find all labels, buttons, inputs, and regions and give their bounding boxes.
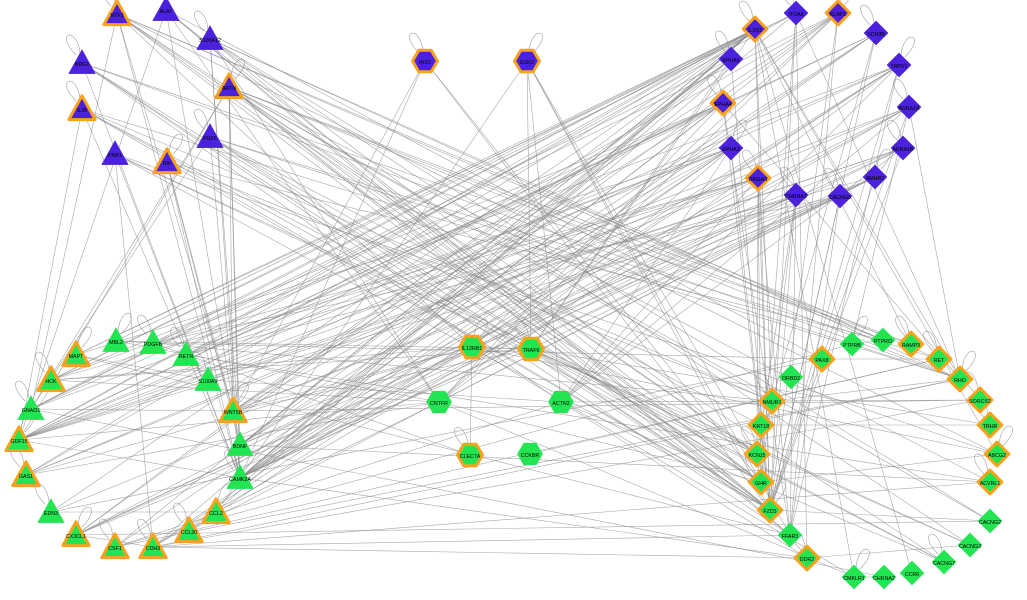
svg-text:MAPT: MAPT xyxy=(69,354,84,360)
svg-text:PNB1: PNB1 xyxy=(108,153,122,159)
svg-text:CHRNA2: CHRNA2 xyxy=(873,576,895,582)
svg-text:NTF3: NTF3 xyxy=(110,13,123,19)
svg-text:NMUR1: NMUR1 xyxy=(763,400,782,406)
svg-text:EPHA4: EPHA4 xyxy=(714,102,731,108)
svg-text:FGF5: FGF5 xyxy=(203,136,217,142)
svg-text:DDR2: DDR2 xyxy=(800,557,814,563)
svg-text:EPHA5: EPHA5 xyxy=(722,58,739,64)
svg-text:CDH3: CDH3 xyxy=(146,546,160,552)
svg-text:ARTN: ARTN xyxy=(222,86,236,92)
svg-text:CCL20: CCL20 xyxy=(181,530,198,536)
svg-text:RIK: RIK xyxy=(163,161,172,167)
svg-text:S100A9: S100A9 xyxy=(199,379,218,385)
svg-text:EPHA3: EPHA3 xyxy=(722,147,739,153)
svg-text:ADRA1B: ADRA1B xyxy=(892,147,914,153)
svg-text:ADRA1A: ADRA1A xyxy=(898,106,920,112)
svg-text:FZD3: FZD3 xyxy=(763,509,776,515)
svg-text:ALAT: ALAT xyxy=(160,9,174,15)
svg-text:TRAF6: TRAF6 xyxy=(523,348,540,354)
svg-text:CCR6: CCR6 xyxy=(905,572,919,578)
svg-text:SCN3B: SCN3B xyxy=(867,32,885,38)
svg-text:IL12RB1: IL12RB1 xyxy=(462,346,483,352)
svg-text:S100A12: S100A12 xyxy=(199,38,221,44)
svg-text:CCL2: CCL2 xyxy=(209,511,223,517)
svg-text:TRPV1: TRPV1 xyxy=(890,64,907,70)
svg-text:GNGA3: GNGA3 xyxy=(749,177,768,183)
svg-text:IL1R2: IL1R2 xyxy=(748,28,762,34)
svg-text:ESR2: ESR2 xyxy=(520,60,534,66)
svg-text:AMHR2: AMHR2 xyxy=(866,176,885,182)
svg-text:GNAO1: GNAO1 xyxy=(22,408,41,414)
svg-text:EDN3: EDN3 xyxy=(44,511,58,517)
svg-text:RAMP3: RAMP3 xyxy=(902,343,920,349)
svg-text:CCKBR: CCKBR xyxy=(521,453,540,459)
svg-text:ABCG2: ABCG2 xyxy=(988,453,1006,459)
svg-text:CLEC7A: CLEC7A xyxy=(460,454,481,460)
svg-text:GDF15: GDF15 xyxy=(10,439,27,445)
svg-text:ACVRL1: ACVRL1 xyxy=(980,481,1001,487)
svg-text:PAX8: PAX8 xyxy=(815,358,828,364)
svg-text:MBL2: MBL2 xyxy=(109,340,123,346)
svg-text:NRG1: NRG1 xyxy=(75,62,90,68)
svg-text:CACNG2: CACNG2 xyxy=(979,520,1001,526)
svg-text:CACNG5: CACNG5 xyxy=(829,195,851,201)
svg-text:PTPRB: PTPRB xyxy=(843,343,861,349)
svg-text:WNT5B: WNT5B xyxy=(224,410,243,416)
svg-text:KRT18: KRT18 xyxy=(753,424,769,430)
svg-text:FFAR3: FFAR3 xyxy=(782,534,799,540)
svg-text:RETN: RETN xyxy=(179,354,194,360)
svg-text:KLRF1: KLRF1 xyxy=(830,12,847,18)
svg-text:CX3CL1: CX3CL1 xyxy=(66,534,86,540)
svg-text:CHRNA3: CHRNA3 xyxy=(785,194,807,200)
svg-text:GHR: GHR xyxy=(755,481,767,487)
svg-text:ORBD2: ORBD2 xyxy=(782,376,800,382)
svg-text:ITGA8: ITGA8 xyxy=(788,12,803,18)
svg-text:IRS1: IRS1 xyxy=(419,60,431,66)
svg-text:CAMK2A: CAMK2A xyxy=(229,477,251,483)
svg-text:KCNJ5: KCNJ5 xyxy=(749,453,766,459)
svg-text:TRHR: TRHR xyxy=(983,424,998,430)
svg-text:CMKLR1: CMKLR1 xyxy=(843,576,865,582)
svg-text:RHO: RHO xyxy=(954,378,966,384)
svg-text:CACNG3: CACNG3 xyxy=(959,544,981,550)
svg-text:IL36: IL36 xyxy=(77,108,87,114)
svg-text:RET: RET xyxy=(934,358,945,364)
svg-text:ACTN2: ACTN2 xyxy=(552,401,569,407)
svg-text:SORCS2: SORCS2 xyxy=(969,399,991,405)
svg-text:CACNG7: CACNG7 xyxy=(933,561,955,567)
svg-text:HCK: HCK xyxy=(45,379,57,385)
svg-text:GAS1: GAS1 xyxy=(19,474,33,480)
svg-text:PDGFB: PDGFB xyxy=(144,342,163,348)
svg-text:CSF1: CSF1 xyxy=(108,546,122,552)
svg-text:CNTFR: CNTFR xyxy=(430,401,448,407)
svg-text:BDNF: BDNF xyxy=(233,444,248,450)
svg-text:PTPRO: PTPRO xyxy=(874,339,892,345)
